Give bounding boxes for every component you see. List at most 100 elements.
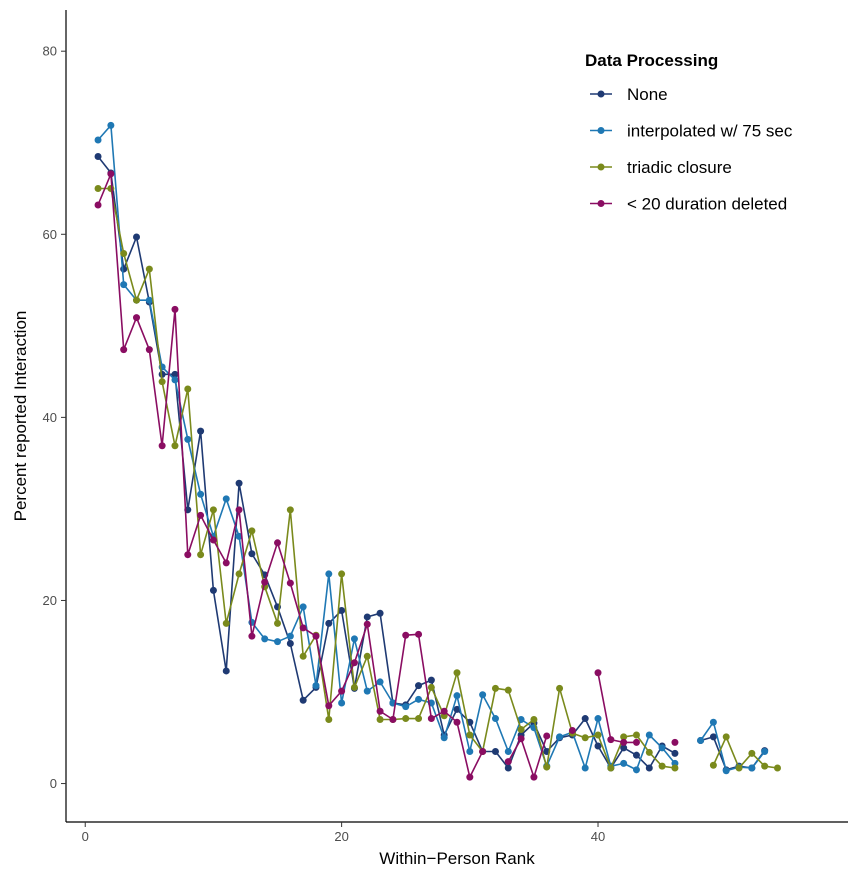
data-point [171,370,179,378]
data-point [658,762,666,770]
data-point [145,265,153,273]
legend-title: Data Processing [585,51,718,70]
data-point [350,635,358,643]
data-point [94,185,102,193]
data-point [325,570,333,578]
data-point [197,490,205,498]
data-point [632,731,640,739]
data-point [363,652,371,660]
data-point [325,715,333,723]
legend-key-point [597,200,605,207]
axes-layer: 0 20 40 0 20 40 60 80 [43,10,848,844]
series-line [699,721,766,772]
data-point [440,734,448,742]
data-point [504,758,512,766]
data-point [504,764,512,772]
data-point [722,767,730,775]
data-point [107,121,115,129]
data-point [645,731,653,739]
data-point [248,550,256,558]
data-point [517,735,525,743]
series-2 [94,185,781,772]
data-point [709,733,717,741]
data-point [491,748,499,756]
data-point [171,376,179,384]
data-point [645,748,653,756]
data-point [427,683,435,691]
data-point [735,764,743,772]
data-point [184,385,192,393]
data-point [286,639,294,647]
data-point [581,715,589,723]
data-point [658,744,666,752]
data-point [274,619,282,627]
data-point [594,742,602,750]
data-point [556,733,564,741]
data-point [581,764,589,772]
x-axis-title: Within−Person Rank [379,849,535,868]
legend-label: < 20 duration deleted [627,195,787,214]
series-line [597,672,637,744]
data-point [517,726,525,734]
data-point [761,762,769,770]
data-point [286,506,294,514]
data-point [556,684,564,692]
data-point [312,682,320,690]
x-tick-label: 20 [334,829,348,844]
y-tick-label: 60 [43,227,57,242]
legend-label: interpolated w/ 75 sec [627,122,793,141]
data-point [761,748,769,756]
data-point [350,659,358,667]
data-point [415,682,423,690]
series-3 [94,170,679,781]
data-point [427,676,435,684]
data-point [530,715,538,723]
data-point [299,624,307,632]
x-tick-label: 40 [591,829,605,844]
data-point [415,630,423,638]
data-point [363,687,371,695]
data-point [389,715,397,723]
data-point [402,703,410,711]
data-point [427,715,435,723]
data-point [338,699,346,707]
data-point [645,764,653,772]
data-point [133,314,141,322]
y-tick-label: 80 [43,44,57,59]
data-point [350,683,358,691]
data-point [120,281,128,289]
data-point [620,744,628,752]
data-point [120,250,128,258]
data-point [274,539,282,547]
data-point [479,691,487,699]
data-point [248,527,256,535]
data-point [402,715,410,723]
data-point [632,751,640,759]
data-point [94,201,102,209]
data-point [671,738,679,746]
data-point [632,766,640,774]
data-point [453,692,461,700]
data-point [197,427,205,435]
data-point [671,749,679,757]
data-point [107,170,115,178]
data-point [632,738,640,746]
data-point [543,732,551,740]
data-point [338,570,346,578]
data-point [491,715,499,723]
data-point [363,613,371,621]
data-point [607,736,615,744]
data-point [543,763,551,771]
data-point [222,667,230,675]
data-point [158,442,166,450]
data-point [235,570,243,578]
data-point [312,632,320,640]
data-point [415,715,423,723]
legend-key-point [597,90,605,98]
series-line [507,735,548,778]
data-point [325,702,333,710]
data-point [209,586,217,594]
data-point [171,305,179,313]
data-point [402,631,410,639]
y-tick-label: 40 [43,410,57,425]
